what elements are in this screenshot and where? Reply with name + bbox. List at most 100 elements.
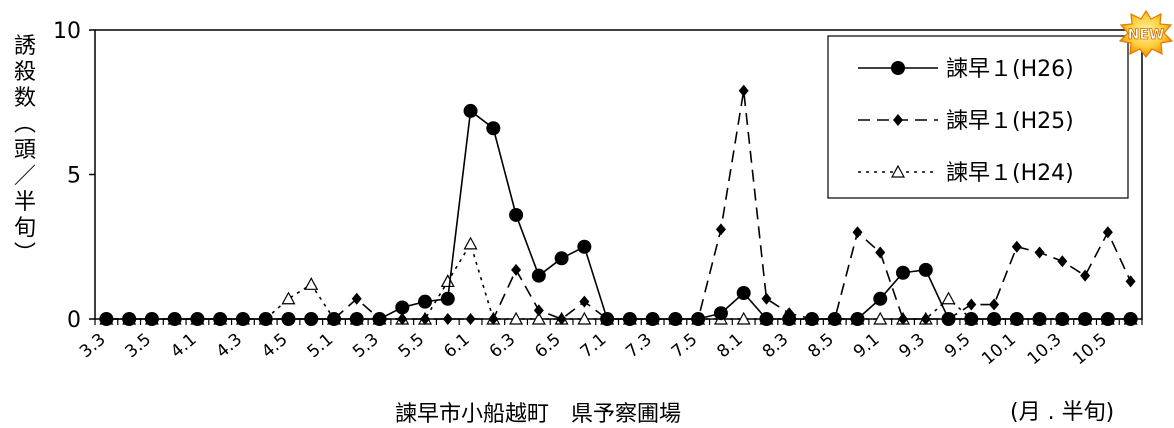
data-point [964,312,979,326]
data-point [531,311,546,325]
y-axis-label-char: ／ [13,164,36,189]
data-point [1034,246,1045,259]
new-badge-icon: NEW [1118,10,1174,58]
y-axis-label-char: 殺 [13,60,36,85]
new-badge-text: NEW [1128,27,1165,43]
series-0 [99,103,1138,326]
data-point [144,312,159,326]
data-point [281,312,296,326]
data-point [761,292,772,305]
data-point [1123,312,1138,326]
data-point [1102,226,1113,239]
y-axis-label-char: 頭 [13,138,36,163]
data-point [713,306,728,321]
data-point [395,300,410,315]
y-axis-label-char: 旬 [13,216,36,241]
data-point [941,312,956,326]
data-point [533,304,544,317]
legend-marker [893,114,903,126]
data-point [488,313,499,325]
data-point [898,313,909,325]
y-axis-label-char: 誘 [13,34,36,59]
y-tick-label: 10 [53,19,81,44]
data-point [1125,275,1136,288]
data-point [600,312,615,326]
x-tick-label: 10.1 [978,330,1020,370]
data-point [442,313,453,325]
series-line [106,109,1131,320]
data-point [509,207,524,222]
data-point [918,262,933,277]
data-point [875,246,886,259]
data-point [782,312,797,326]
legend-marker [890,164,906,178]
series-2 [99,236,1138,325]
data-point [511,263,522,276]
y-tick-label: 0 [67,308,81,333]
data-point [465,313,476,325]
data-point [715,223,726,236]
data-point [349,312,364,326]
x-tick-label: 7.5 [668,330,702,363]
data-point [486,121,501,136]
y-axis-label-char: 数 [13,86,36,111]
data-point [554,251,569,266]
y-tick-label: 5 [67,164,81,189]
data-point [668,312,683,326]
data-point [326,312,341,326]
data-point [622,312,637,326]
data-point [920,313,931,325]
x-tick-label: 10.5 [1069,330,1111,370]
legend-label: 諫早１(H25) [946,109,1074,134]
legend-marker [891,61,905,75]
data-point [1078,312,1093,326]
x-tick-label: 7.1 [577,330,611,363]
data-point [372,312,387,326]
data-point [852,226,863,239]
data-point [941,291,956,305]
legend-item: 諫早１(H24) [858,161,1074,186]
x-tick-label: 4.5 [258,330,292,363]
legend-item: 諫早１(H26) [858,57,1074,82]
legend-box [827,35,1129,199]
x-tick-label: 10.3 [1024,330,1066,370]
data-point [440,274,455,288]
y-axis-label: 誘殺数 ︵ 頭／半旬 ︶ [10,34,40,268]
data-point [738,84,749,97]
x-tick-label: 8.1 [713,330,747,363]
legend-label: 諫早１(H24) [946,161,1074,186]
x-axis-unit: (月 . 半旬) [1010,400,1115,425]
legend: 諫早１(H26) 諫早１(H25) 諫早１(H24) [827,35,1129,199]
x-tick-label: 6.1 [440,330,474,363]
y-axis-label-char: 半 [13,190,36,215]
x-tick-label: 9.3 [895,330,929,363]
series-line [106,241,1131,320]
data-point [1080,269,1091,282]
data-point [804,312,819,326]
data-point [691,312,706,326]
data-point [304,277,319,290]
x-tick-label: 3.3 [76,330,110,363]
legend-item: 諫早１(H25) [858,109,1074,134]
data-point [531,268,546,283]
data-point [736,285,751,300]
data-point [579,295,590,308]
x-axis-label: 諫早市小船越町 県予察圃場 [395,402,682,427]
data-point [235,312,250,326]
data-point [1009,312,1024,326]
data-point [509,311,524,325]
data-point [420,313,431,325]
data-point [440,291,455,306]
data-point [759,312,774,326]
data-point [1032,312,1047,326]
data-point [304,312,319,326]
data-point [281,291,296,305]
x-tick-label: 4.1 [167,330,201,363]
y-axis-label-char: ︶ [13,242,36,267]
data-point [556,313,567,325]
data-point [463,103,478,118]
data-point [463,236,478,250]
data-point [577,239,592,254]
data-point [167,312,182,326]
